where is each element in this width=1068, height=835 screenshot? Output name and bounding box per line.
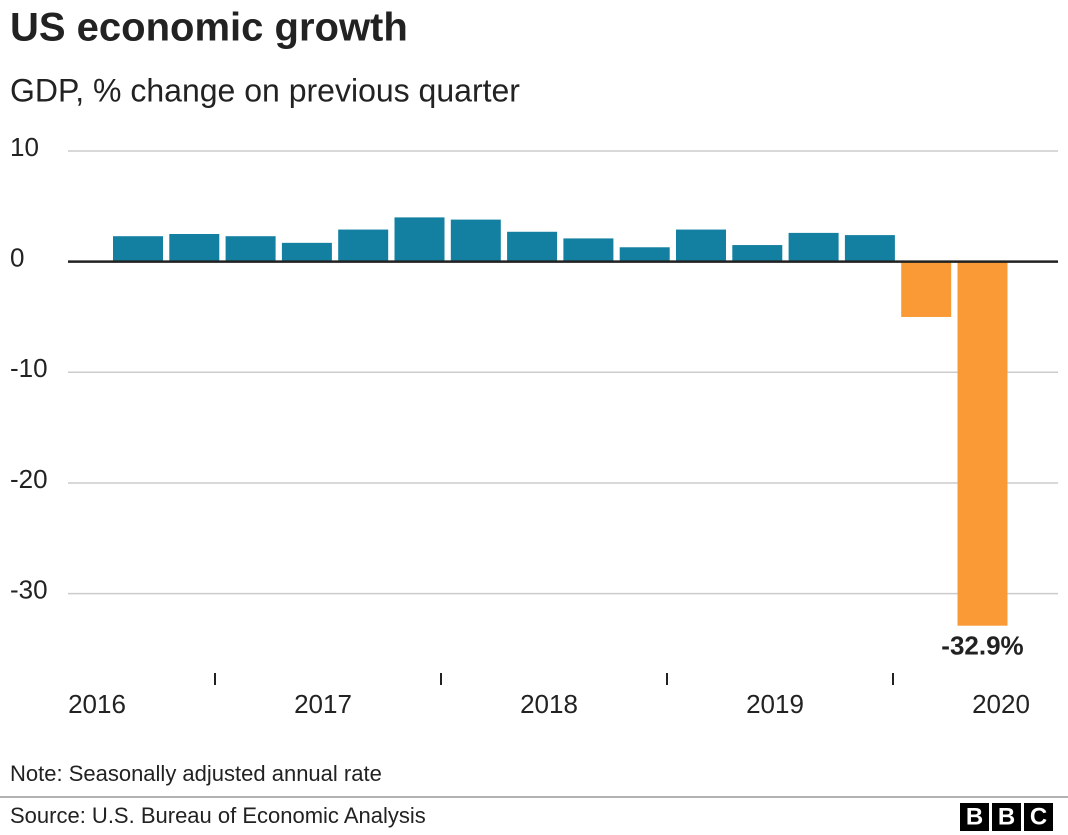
bar [281,242,332,262]
logo-letter: B [966,803,983,830]
bar [507,231,558,262]
y-tick-label: 0 [10,243,24,273]
y-tick-label: -30 [10,574,48,604]
bar [732,245,783,262]
y-tick-label: 10 [10,132,39,162]
logo-letter: B [998,803,1015,830]
bar [450,219,501,262]
x-tick-label: 2019 [746,689,804,719]
bar [844,235,895,262]
bar [901,261,952,317]
logo-letter: C [1030,803,1047,830]
note: Note: Seasonally adjusted annual rate [10,761,382,786]
logo-box [960,803,989,831]
y-tick-label: -20 [10,464,48,494]
bar [169,233,220,262]
bar [113,236,163,262]
bar [394,217,445,262]
bar [338,229,389,262]
x-tick-label: 2018 [520,689,578,719]
bar [619,247,670,262]
chart-subtitle: GDP, % change on previous quarter [10,72,520,108]
source: Source: U.S. Bureau of Economic Analysis [10,803,426,828]
x-tick-label: 2016 [68,689,126,719]
y-tick-label: -10 [10,353,48,383]
bar [788,232,839,262]
bar [957,261,1008,626]
value-label: -32.9% [941,631,1023,661]
bar [225,236,276,262]
bar [563,238,614,262]
chart-title: US economic growth [10,6,408,50]
logo-box [1024,803,1053,831]
bar [676,229,726,262]
x-tick-label: 2017 [294,689,352,719]
x-tick-label: 2020 [972,689,1030,719]
logo-box [992,803,1021,831]
